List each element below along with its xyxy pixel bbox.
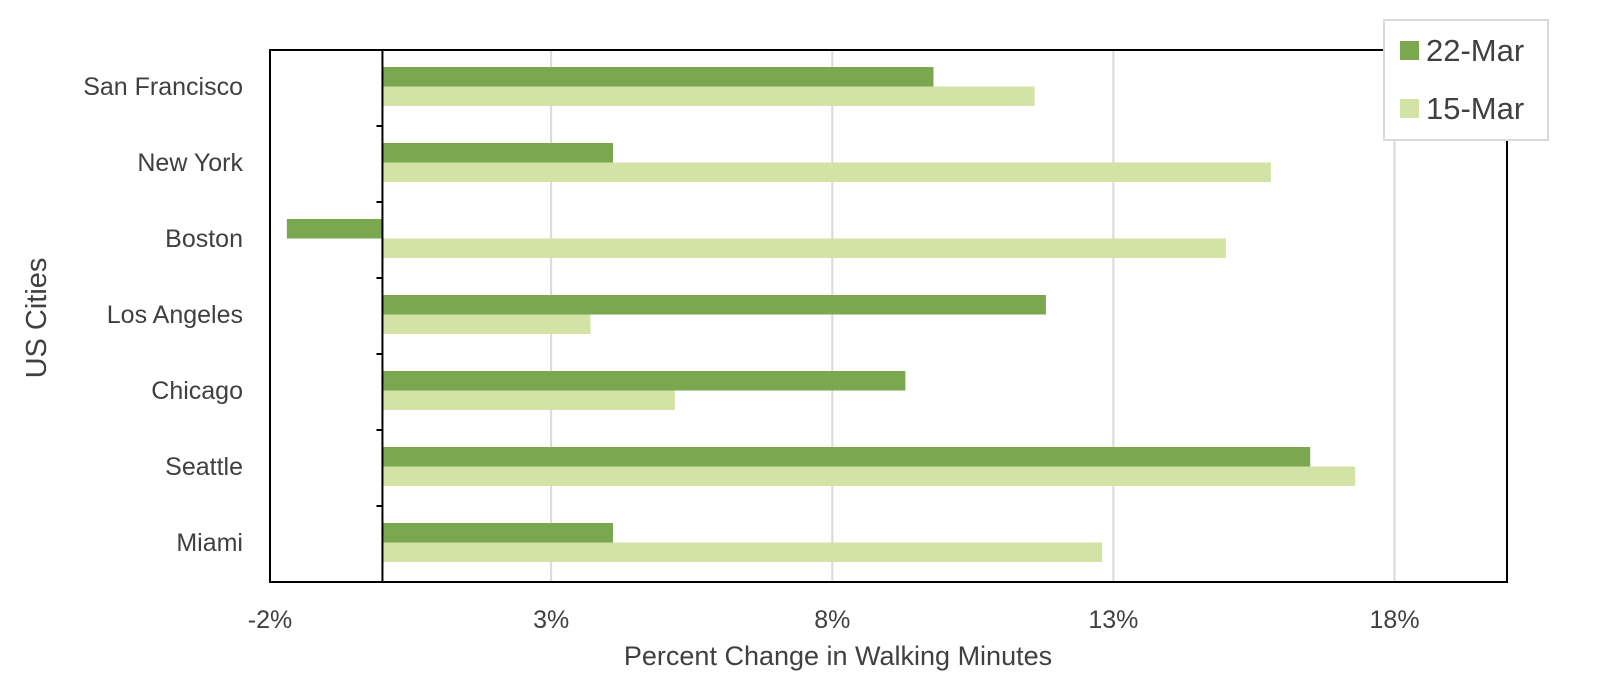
bar-22-mar xyxy=(382,143,613,163)
bar-15-mar xyxy=(382,314,591,334)
category-label: Miami xyxy=(176,529,243,557)
category-label: Chicago xyxy=(151,377,243,405)
x-axis-title: Percent Change in Walking Minutes xyxy=(624,641,1052,671)
x-tick-label: -2% xyxy=(248,606,292,634)
x-tick-label: 13% xyxy=(1088,606,1138,634)
bar-22-mar xyxy=(382,67,934,87)
legend-label-15-mar: 15-Mar xyxy=(1426,91,1524,126)
bar-22-mar xyxy=(382,523,613,543)
bar-15-mar xyxy=(382,390,675,410)
category-label: Seattle xyxy=(165,453,243,481)
category-label: New York xyxy=(137,149,243,177)
legend-label-22-mar: 22-Mar xyxy=(1426,33,1524,68)
y-axis-title: US Cities xyxy=(21,258,53,379)
bar-22-mar xyxy=(382,371,906,391)
legend-frame xyxy=(1383,19,1549,141)
bar-22-mar xyxy=(286,219,383,239)
plot-border xyxy=(269,49,1508,583)
legend: 22-Mar 15-Mar xyxy=(1383,19,1549,141)
bar-15-mar xyxy=(382,86,1035,106)
category-label: Los Angeles xyxy=(107,301,243,329)
legend-swatch-15-mar xyxy=(1400,99,1419,118)
bar-22-mar xyxy=(382,295,1046,315)
legend-swatch-22-mar xyxy=(1400,41,1419,60)
category-label: Boston xyxy=(165,225,243,253)
x-tick-label: 8% xyxy=(814,606,850,634)
bar-15-mar xyxy=(382,542,1103,562)
category-label: San Francisco xyxy=(83,73,243,101)
bar-15-mar xyxy=(382,162,1271,182)
gridlines xyxy=(550,50,1396,582)
labels: -2% 3% 8% 13% 18% San Francisco New York Boston… xyxy=(83,73,1419,634)
bar-15-mar xyxy=(382,466,1356,486)
bars xyxy=(286,67,1356,562)
x-tick-label: 18% xyxy=(1370,606,1420,634)
axes xyxy=(269,49,1508,583)
bar-15-mar xyxy=(382,238,1226,258)
x-tick-label: 3% xyxy=(533,606,569,634)
bar-22-mar xyxy=(382,447,1311,467)
